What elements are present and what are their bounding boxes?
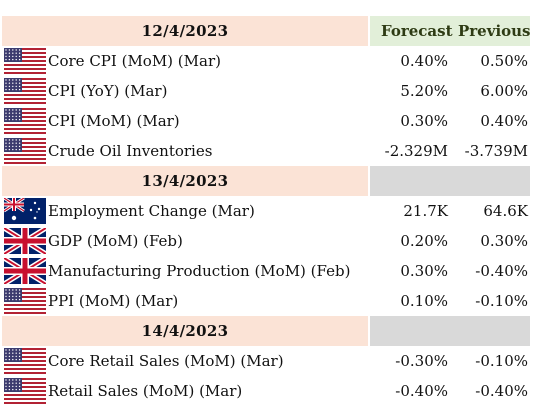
forecast-column-header: Forecast	[381, 22, 453, 40]
event-row: CPI (YoY) (Mar) 5.20% 6.00%	[0, 76, 537, 106]
event-row: Core Retail Sales (MoM) (Mar) -0.30% -0.10…	[0, 346, 537, 376]
flag-icon	[4, 78, 46, 104]
event-name: Retail Sales (MoM) (Mar)	[48, 382, 243, 400]
date-label: 13/4/2023	[2, 166, 368, 196]
previous-value: -0.40%	[475, 382, 528, 400]
event-row: Manufacturing Production (MoM) (Feb) 0.30…	[0, 255, 537, 287]
event-name: Manufacturing Production (MoM) (Feb)	[48, 262, 351, 280]
forecast-value: 0.20%	[400, 232, 448, 250]
previous-value: -0.40%	[475, 262, 528, 280]
us-flag-icon	[4, 108, 46, 134]
previous-value: -0.10%	[475, 352, 528, 370]
forecast-value: -0.40%	[395, 382, 448, 400]
forecast-value: 5.20%	[400, 82, 448, 100]
date-label: 12/4/2023	[2, 16, 368, 46]
forecast-value: 21.7K	[403, 202, 448, 220]
previous-value: 6.00%	[480, 82, 528, 100]
previous-value: 0.50%	[480, 52, 528, 70]
date-header-row: 14/4/2023	[0, 316, 537, 346]
forecast-value: 0.40%	[400, 52, 448, 70]
previous-value: 0.30%	[480, 232, 528, 250]
grey-band	[370, 166, 530, 196]
event-name: GDP (MoM) (Feb)	[48, 232, 183, 250]
previous-value: -0.10%	[475, 292, 528, 310]
date-header-row: 13/4/2023	[0, 166, 537, 196]
date-header-row: 12/4/2023 Forecast Previous	[0, 16, 537, 46]
flag-icon	[4, 288, 46, 314]
event-row: Crude Oil Inventories -2.329M -3.739M	[0, 136, 537, 166]
flag-icon	[3, 196, 46, 224]
previous-value: -3.739M	[464, 142, 528, 160]
event-name: PPI (MoM) (Mar)	[48, 292, 179, 310]
event-name: Crude Oil Inventories	[48, 142, 213, 160]
event-row: CPI (MoM) (Mar) 0.30% 0.40%	[0, 106, 537, 136]
event-row: Core CPI (MoM) (Mar) 0.40% 0.50%	[0, 46, 537, 76]
forecast-value: -0.30%	[395, 352, 448, 370]
flag-icon	[2, 225, 48, 257]
event-name: CPI (MoM) (Mar)	[48, 112, 180, 130]
us-flag-icon	[4, 288, 46, 314]
flag-icon	[4, 348, 46, 374]
previous-value: 64.6K	[483, 202, 528, 220]
column-header-band: Forecast Previous	[370, 16, 531, 46]
event-row: Employment Change (Mar) 21.7K 64.6K	[0, 196, 537, 226]
event-row: GDP (MoM) (Feb) 0.20% 0.30%	[0, 225, 537, 257]
event-row: PPI (MoM) (Mar) 0.10% -0.10%	[0, 286, 537, 316]
event-name: Employment Change (Mar)	[48, 202, 255, 220]
us-flag-icon	[4, 378, 46, 404]
event-name: CPI (YoY) (Mar)	[48, 82, 168, 100]
event-name: Core Retail Sales (MoM) (Mar)	[48, 352, 284, 370]
us-flag-icon	[4, 78, 46, 104]
us-flag-icon	[4, 348, 46, 374]
flag-icon	[4, 48, 46, 74]
uk-flag-icon	[2, 225, 48, 257]
date-label: 14/4/2023	[2, 316, 368, 346]
us-flag-icon	[4, 138, 46, 164]
flag-icon	[4, 108, 46, 134]
us-flag-icon	[4, 48, 46, 74]
forecast-value: 0.30%	[400, 112, 448, 130]
forecast-value: -2.329M	[384, 142, 448, 160]
grey-band	[370, 316, 530, 346]
au-flag-icon	[3, 196, 46, 224]
event-row: Retail Sales (MoM) (Mar) -0.40% -0.40%	[0, 376, 537, 406]
forecast-value: 0.30%	[400, 262, 448, 280]
previous-value: 0.40%	[480, 112, 528, 130]
flag-icon	[4, 378, 46, 404]
forecast-value: 0.10%	[400, 292, 448, 310]
flag-icon	[4, 138, 46, 164]
event-name: Core CPI (MoM) (Mar)	[48, 52, 221, 70]
flag-icon	[2, 255, 48, 287]
uk-flag-icon	[2, 255, 48, 287]
previous-column-header: Previous	[458, 22, 531, 40]
